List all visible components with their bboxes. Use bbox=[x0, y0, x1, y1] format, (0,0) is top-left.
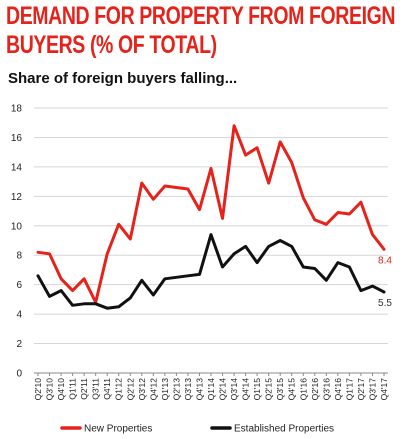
x-tick-label: Q4'15 bbox=[287, 378, 297, 401]
y-axis-ticks: 0 2 4 6 8 10 12 14 16 18 bbox=[11, 104, 23, 380]
y-tick-label: 12 bbox=[11, 192, 23, 203]
y-tick-label: 0 bbox=[16, 369, 22, 380]
x-axis-ticks: Q2'10 Q3'10 Q4'10 Q1'11 Q2'11 Q3'11 Q4'11 Q1'12… bbox=[33, 373, 389, 400]
x-tick-label: Q3'15 bbox=[275, 378, 285, 401]
x-tick-label: Q2'11 bbox=[79, 378, 89, 400]
chart-title-line-1: DEMAND FOR PROPERTY FROM FOREIGN bbox=[6, 2, 396, 30]
x-tick-label: Q3'13 bbox=[183, 378, 193, 401]
y-tick-label: 2 bbox=[16, 339, 22, 350]
x-tick-label: Q3'16 bbox=[321, 378, 331, 401]
x-tick-label: Q3'11 bbox=[91, 378, 101, 400]
x-tick-label: Q4'12 bbox=[148, 378, 158, 401]
chart-subtitle: Share of foreign buyers falling... bbox=[8, 70, 238, 87]
x-tick-label: Q2'16 bbox=[310, 378, 320, 401]
x-tick-label: Q3'14 bbox=[229, 378, 239, 401]
y-tick-label: 4 bbox=[16, 310, 22, 321]
x-tick-label: Q4'10 bbox=[56, 378, 66, 401]
legend-label: New Properties bbox=[84, 424, 152, 435]
x-tick-label: Q2'14 bbox=[218, 378, 228, 401]
end-labels: 8.4 5.5 bbox=[378, 255, 392, 309]
x-tick-label: Q1'11 bbox=[68, 378, 78, 400]
x-tick-label: Q1'16 bbox=[298, 378, 308, 401]
x-tick-label: Q4'17 bbox=[379, 378, 389, 401]
gridlines bbox=[34, 107, 388, 374]
x-tick-label: Q2'15 bbox=[264, 378, 274, 401]
x-tick-label: Q1'15 bbox=[252, 378, 262, 401]
x-tick-label: Q4'14 bbox=[241, 378, 251, 401]
series-lines bbox=[36, 124, 386, 310]
y-tick-label: 10 bbox=[11, 221, 23, 232]
x-tick-label: Q2'12 bbox=[125, 378, 135, 401]
y-tick-label: 6 bbox=[16, 280, 22, 291]
end-label-established-properties: 5.5 bbox=[378, 298, 392, 309]
y-tick-label: 18 bbox=[11, 104, 23, 115]
x-tick-label: Q4'16 bbox=[333, 378, 343, 401]
y-tick-label: 16 bbox=[11, 133, 23, 144]
y-tick-label: 8 bbox=[16, 251, 22, 262]
y-tick-label: 14 bbox=[11, 162, 23, 173]
chart-title-line-2: BUYERS (% OF TOTAL) bbox=[6, 31, 217, 59]
x-tick-label: Q1'12 bbox=[114, 378, 124, 401]
x-tick-label: Q3'10 bbox=[45, 378, 55, 401]
x-tick-label: Q4'13 bbox=[194, 378, 204, 401]
series-line-new-properties bbox=[36, 124, 386, 304]
x-tick-label: Q4'11 bbox=[102, 378, 112, 400]
x-tick-label: Q3'17 bbox=[367, 378, 377, 401]
x-tick-label: Q1'13 bbox=[160, 378, 170, 401]
x-tick-label: Q3'12 bbox=[137, 378, 147, 401]
x-tick-label: Q2'13 bbox=[171, 378, 181, 401]
x-tick-label: Q2'17 bbox=[356, 378, 366, 401]
series-line-established-properties bbox=[36, 233, 386, 310]
legend-label: Established Properties bbox=[234, 424, 334, 435]
legend: New Properties Established Properties bbox=[60, 424, 334, 435]
x-tick-label: Q1'17 bbox=[344, 378, 354, 401]
chart-title: DEMAND FOR PROPERTY FROM FOREIGN BUYERS … bbox=[6, 2, 396, 60]
x-tick-label: Q1'14 bbox=[206, 378, 216, 401]
x-tick-label: Q2'10 bbox=[33, 378, 43, 401]
end-label-new-properties: 8.4 bbox=[378, 255, 392, 266]
